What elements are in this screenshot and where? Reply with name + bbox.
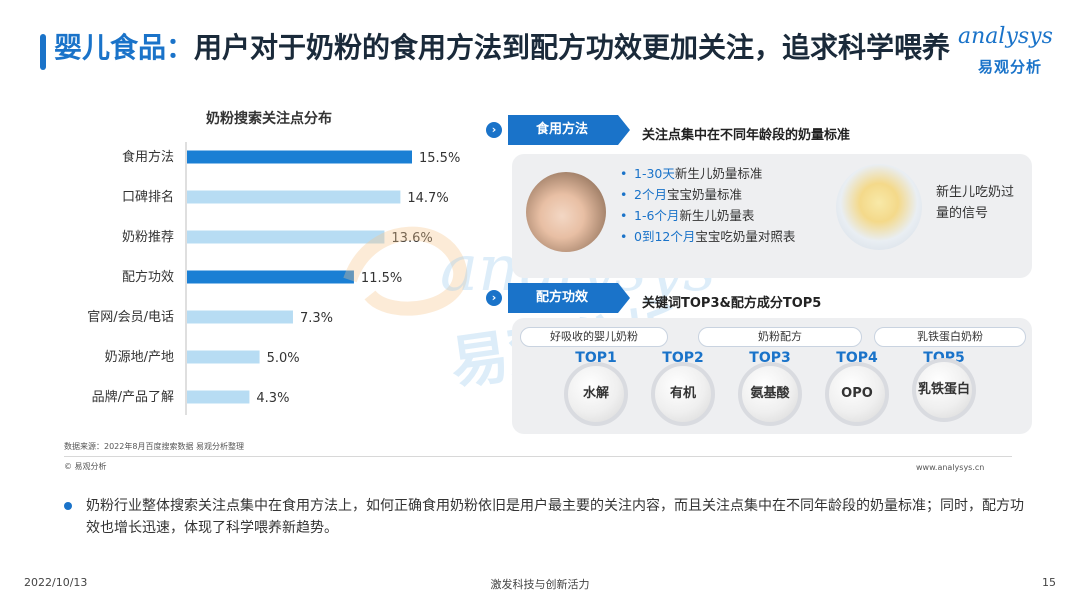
category-label: 官网/会员/电话	[87, 309, 174, 325]
keyword-pill: 奶粉配方	[698, 327, 862, 347]
bar	[187, 270, 354, 284]
category-label: 奶粉推荐	[122, 230, 174, 245]
list-item: • 2个月宝宝奶量标准	[620, 184, 795, 205]
logo-subtitle: 易观分析	[978, 58, 1043, 76]
top-rank-label: TOP4	[836, 350, 878, 366]
category-label: 配方功效	[122, 269, 174, 285]
summary-text: 奶粉行业整体搜索关注点集中在食用方法上，如何正确食用奶粉依旧是用户最主要的关注内…	[86, 498, 1024, 536]
chart-title: 奶粉搜索关注点分布	[206, 111, 332, 127]
bullet-icon: •	[620, 166, 628, 181]
page-number: 15	[1042, 576, 1056, 589]
list-item: • 1-6个月新生儿奶量表	[620, 205, 795, 226]
usage-keyword-list: • 1-30天新生儿奶量标准 • 2个月宝宝奶量标准 • 1-6个月新生儿奶量表 • 0…	[620, 163, 795, 247]
ingredient-name: OPO	[841, 386, 873, 401]
ingredient-circle: 乳铁蛋白	[912, 358, 976, 422]
bar	[187, 150, 412, 164]
analysys-logo: analysys 易观分析	[956, 24, 1066, 84]
data-source: 数据来源：2022年8月百度搜索数据 易观分析整理	[64, 442, 244, 451]
bullet-icon: •	[620, 229, 628, 244]
website-url: www.analysys.cn	[916, 463, 985, 472]
footer-slogan: 激发科技与创新活力	[490, 578, 590, 591]
ingredient-name: 氨基酸	[750, 386, 790, 401]
section-desc-usage: 关注点集中在不同年龄段的奶量标准	[642, 128, 851, 143]
page-title: 婴儿食品：用户对于奶粉的食用方法到配方功效更加关注，追求科学喂养	[54, 28, 954, 68]
bar-value-label: 11.5%	[361, 271, 402, 286]
bar-value-label: 14.7%	[407, 191, 448, 206]
bullet-icon: •	[620, 208, 628, 223]
category-label: 口碑排名	[122, 189, 174, 205]
chevron-right-icon: ›	[486, 290, 502, 306]
bullet-text: 新生儿奶量表	[679, 208, 755, 223]
bullet-highlight: 1-6个月	[634, 208, 680, 223]
top-rank-label: TOP1	[575, 350, 617, 366]
copyright: © 易观分析	[64, 462, 107, 471]
section-desc-formula: 关键词TOP3&配方成分TOP5	[642, 296, 822, 311]
bullet-highlight: 2个月	[634, 187, 667, 202]
bullet-highlight: 1-30天	[634, 166, 675, 181]
bar	[187, 310, 293, 324]
bullet-icon: •	[620, 187, 628, 202]
baby-feeding-photo	[526, 172, 606, 252]
section-tag-formula: 配方功效	[508, 283, 630, 313]
bar	[187, 350, 260, 364]
bar	[187, 390, 250, 404]
ingredient-name: 乳铁蛋白	[917, 382, 970, 397]
bar-value-label: 7.3%	[300, 311, 333, 326]
keyword-pill: 好吸收的婴儿奶粉	[520, 327, 668, 347]
top-rank-label: TOP2	[662, 350, 704, 366]
chevron-right-icon: ›	[486, 122, 502, 138]
bullet-text: 宝宝吃奶量对照表	[695, 229, 796, 244]
bullet-text: 宝宝奶量标准	[666, 187, 742, 202]
title-main: 用户对于奶粉的食用方法到配方功效更加关注，追求科学喂养	[194, 31, 951, 64]
bar-value-label: 5.0%	[267, 351, 300, 366]
overfeeding-signal-text: 新生儿吃奶过量的信号	[936, 185, 1015, 221]
title-accent-bar	[40, 34, 46, 70]
bar	[187, 190, 401, 204]
section-tag-usage: 食用方法	[508, 115, 630, 145]
title-prefix: 婴儿食品：	[54, 31, 195, 64]
bullet-highlight: 0到12个月	[634, 229, 696, 244]
divider	[64, 456, 1012, 457]
category-label: 食用方法	[122, 149, 174, 165]
keyword-pill: 乳铁蛋白奶粉	[874, 327, 1026, 347]
footer-date: 2022/10/13	[24, 576, 88, 589]
bar	[187, 230, 385, 244]
bar-value-label: 4.3%	[256, 391, 289, 406]
list-item: • 0到12个月宝宝吃奶量对照表	[620, 226, 795, 247]
baby-bottle-photo	[836, 164, 922, 250]
ingredient-circle: 有机	[651, 362, 715, 426]
ingredient-circle: OPO	[825, 362, 889, 426]
ingredient-circle: 水解	[564, 362, 628, 426]
bar-value-label: 15.5%	[419, 151, 460, 166]
ingredient-circle: 氨基酸	[738, 362, 802, 426]
bullet-text: 新生儿奶量标准	[674, 166, 763, 181]
summary-bullet-icon	[64, 502, 72, 510]
search-focus-bar-chart: 食用方法 15.5% 口碑排名 14.7% 奶粉推荐 13.6% 配方功效 11.5% 官网/会…	[87, 142, 460, 415]
bar-value-label: 13.6%	[391, 231, 432, 246]
category-label: 奶源地/产地	[105, 350, 174, 365]
ingredient-name: 水解	[582, 386, 609, 401]
list-item: • 1-30天新生儿奶量标准	[620, 163, 795, 184]
ingredient-name: 有机	[669, 386, 696, 401]
top-rank-label: TOP3	[749, 350, 791, 366]
logo-wordmark: analysys	[958, 24, 1053, 49]
category-label: 品牌/产品了解	[92, 389, 174, 405]
